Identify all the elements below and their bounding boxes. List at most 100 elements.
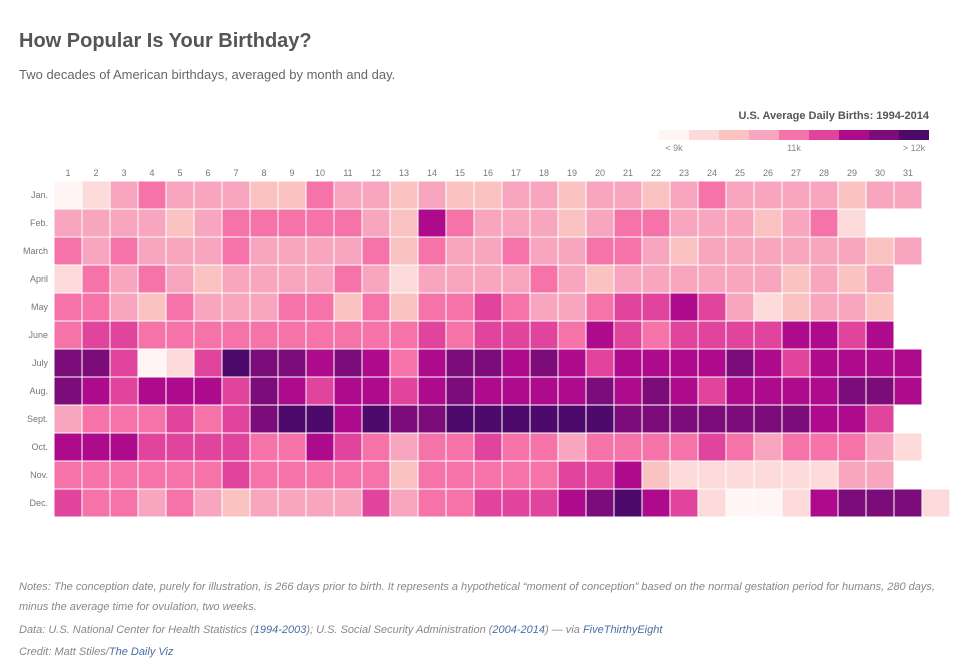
heatmap-cell [277, 460, 307, 490]
heatmap-cell [613, 404, 643, 434]
nchs-link[interactable]: 1994-2003 [253, 624, 307, 636]
heatmap-cell [641, 208, 671, 238]
heatmap-cell [557, 460, 587, 490]
month-label: Nov. [30, 470, 48, 480]
heatmap-cell [249, 432, 279, 462]
heatmap-cell [81, 460, 111, 490]
heatmap-cell [137, 264, 167, 294]
heatmap-cell [809, 236, 839, 266]
heatmap-cell [137, 376, 167, 406]
heatmap-cell [333, 432, 363, 462]
heatmap-cell [361, 320, 391, 350]
heatmap-cell [165, 432, 195, 462]
heatmap-cell [137, 432, 167, 462]
heatmap-cell [445, 236, 475, 266]
heatmap-cell [865, 376, 895, 406]
heatmap-cell [109, 208, 139, 238]
heatmap-cell [53, 292, 83, 322]
heatmap-cell [837, 432, 867, 462]
heatmap-cell [529, 320, 559, 350]
heatmap-cell [109, 404, 139, 434]
heatmap-cell [641, 236, 671, 266]
heatmap-cell [697, 488, 727, 518]
heatmap-cell [249, 348, 279, 378]
heatmap-cell [333, 264, 363, 294]
legend-swatch [869, 130, 899, 140]
fivethirtyeight-link[interactable]: FiveThirthyEight [582, 624, 663, 636]
heatmap-cell [753, 236, 783, 266]
day-label: 5 [177, 168, 182, 178]
heatmap-cell [613, 320, 643, 350]
heatmap-cell [613, 180, 643, 210]
heatmap-cell [53, 348, 83, 378]
heatmap-cell [473, 320, 503, 350]
legend-swatch [899, 130, 929, 140]
heatmap-cell [697, 320, 727, 350]
month-label: May [31, 302, 49, 312]
heatmap-cell [641, 488, 671, 518]
heatmap-cell [865, 180, 895, 210]
heatmap-cell [697, 264, 727, 294]
heatmap-cell [361, 208, 391, 238]
daily-viz-link[interactable]: The Daily Viz [108, 646, 174, 658]
heatmap-cell [501, 432, 531, 462]
heatmap-cell [669, 264, 699, 294]
heatmap-cell [333, 488, 363, 518]
heatmap-cell [165, 404, 195, 434]
heatmap-cell [417, 404, 447, 434]
heatmap-cell [781, 460, 811, 490]
heatmap-cell [249, 264, 279, 294]
heatmap-cell [753, 348, 783, 378]
heatmap-cell [249, 208, 279, 238]
legend-low-label: < 9k [665, 143, 683, 153]
heatmap-cell [725, 208, 755, 238]
heatmap-cell [361, 404, 391, 434]
heatmap-cell [445, 404, 475, 434]
heatmap-cell [305, 460, 335, 490]
heatmap-cell [165, 376, 195, 406]
heatmap-cell [893, 376, 923, 406]
day-label: 16 [483, 168, 493, 178]
heatmap-cell [641, 180, 671, 210]
heatmap-cell [669, 208, 699, 238]
day-label: 10 [315, 168, 325, 178]
heatmap-cell [585, 208, 615, 238]
heatmap-cell [669, 348, 699, 378]
heatmap-cell [53, 488, 83, 518]
month-label: Sept. [27, 414, 48, 424]
heatmap-cell [473, 208, 503, 238]
heatmap-cell [725, 404, 755, 434]
heatmap-cell [669, 432, 699, 462]
heatmap-cell [473, 460, 503, 490]
heatmap-cell [81, 432, 111, 462]
heatmap-cell [501, 320, 531, 350]
heatmap-cell [277, 348, 307, 378]
heatmap-cell [333, 180, 363, 210]
heatmap-cell [193, 376, 223, 406]
heatmap-cell [837, 320, 867, 350]
heatmap-cell [445, 264, 475, 294]
heatmap-cell [417, 376, 447, 406]
heatmap-cell [389, 320, 419, 350]
heatmap-cell [501, 460, 531, 490]
heatmap-cell [753, 292, 783, 322]
heatmap-cell [585, 292, 615, 322]
heatmap-cell [109, 460, 139, 490]
month-label: Jan. [31, 190, 48, 200]
heatmap-cell [921, 488, 951, 518]
heatmap-cell [893, 236, 923, 266]
heatmap-cell [753, 264, 783, 294]
heatmap-cell [193, 432, 223, 462]
heatmap-cell [641, 404, 671, 434]
heatmap-cell [473, 488, 503, 518]
heatmap-cell [193, 320, 223, 350]
heatmap-cell [585, 488, 615, 518]
heatmap-cell [529, 264, 559, 294]
heatmap-cell [221, 376, 251, 406]
heatmap-cell [165, 236, 195, 266]
heatmap-cell [305, 208, 335, 238]
heatmap-cell [137, 348, 167, 378]
ssa-link[interactable]: 2004-2014 [492, 624, 546, 636]
heatmap-cell [81, 320, 111, 350]
heatmap-cell [473, 376, 503, 406]
